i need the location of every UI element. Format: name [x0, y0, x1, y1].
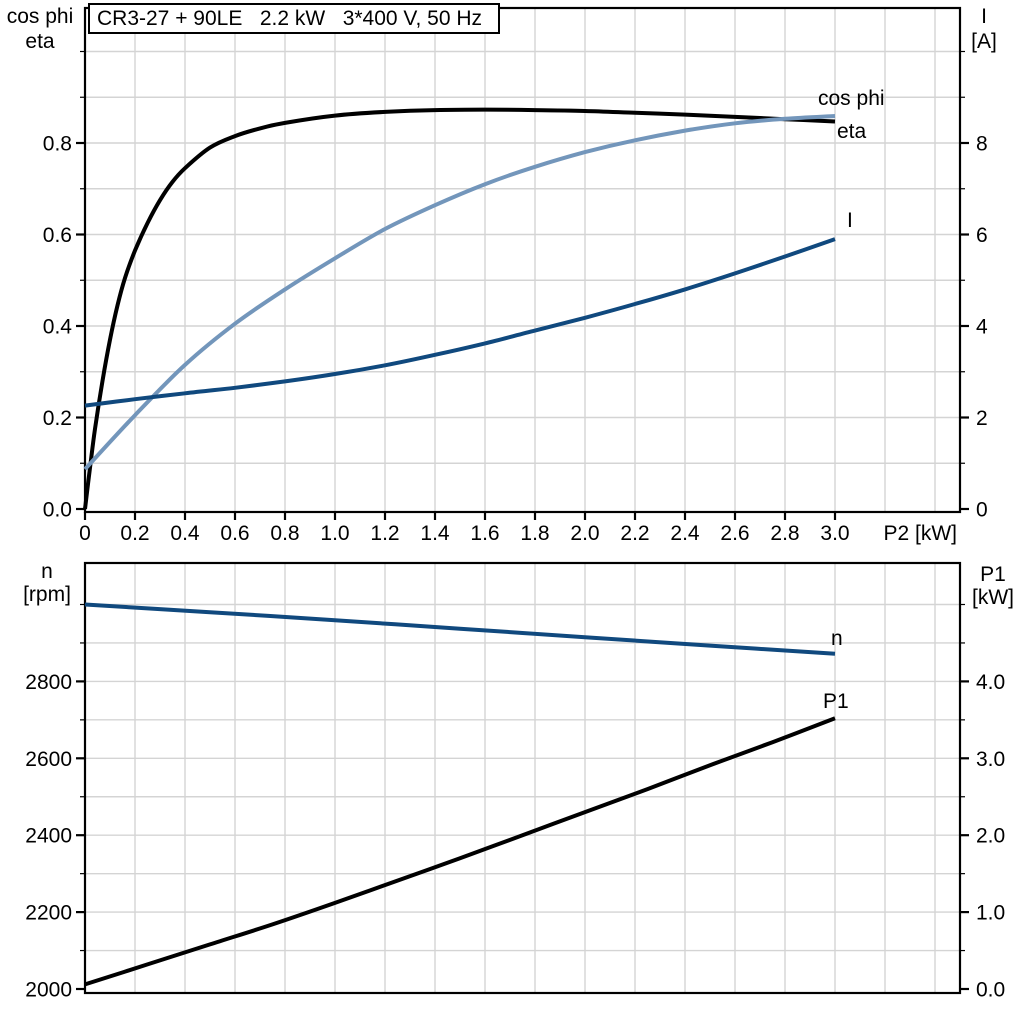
right-axis-tick-label: 4.0: [976, 671, 1005, 694]
plot-border: [83, 561, 962, 995]
bottom-left-axis-title-line2: [rpm]: [23, 583, 71, 606]
curve-n: [84, 602, 836, 656]
curve-eta: [83, 107, 836, 510]
left-axis-tick-label: 2600: [25, 748, 72, 771]
curve-label-speed: n: [831, 627, 843, 650]
left-axis-tick-label: 2400: [25, 825, 72, 848]
x-axis-tick-label: 1.0: [320, 522, 349, 545]
chart-title: CR3-27 + 90LE 2.2 kW 3*400 V, 50 Hz: [97, 6, 483, 30]
left-axis-tick-label: 0.4: [43, 316, 73, 339]
curve-P1: [84, 716, 836, 987]
x-axis-tick-label: 0.6: [220, 522, 249, 545]
x-axis-tick-label: 0: [79, 522, 91, 545]
bottom-right-axis-title-line1: P1: [980, 563, 1006, 586]
x-axis-tick-label: 1.8: [520, 522, 549, 545]
left-axis-tick-label: 0.6: [43, 224, 72, 247]
right-axis-tick-label: 0.0: [976, 979, 1005, 1002]
x-axis-tick-label: 3.0: [820, 522, 849, 545]
left-axis-tick-label: 0.2: [43, 407, 72, 430]
right-axis-tick-label: 0: [976, 499, 988, 522]
curve-label-current: I: [847, 209, 853, 232]
x-axis-tick-label: 2.2: [620, 522, 649, 545]
right-axis-tick-label: 8: [976, 133, 988, 156]
bottom-left-axis-title-line1: n: [41, 560, 53, 583]
plot-border: [83, 6, 962, 514]
top-chart-plot: 0.0 0.2 0.4 0.6 0.8 0 2 4 6 8 0 0.2 0.4 0.6 0.8 1.0 1.2 1…: [43, 6, 988, 545]
left-axis-tick-label: 2200: [25, 902, 72, 925]
top-right-axis-title-line1: I: [981, 5, 987, 28]
top-left-axis-title-line2: eta: [25, 30, 55, 53]
right-axis-tick-label: 4: [976, 316, 988, 339]
right-axis-tick-label: 2.0: [976, 825, 1005, 848]
x-axis-tick-label: 0.4: [170, 522, 200, 545]
x-axis-tick-label: 1.4: [420, 522, 450, 545]
top-left-axis-title-line1: cos phi: [7, 5, 74, 28]
x-axis-tick-label: 1.6: [470, 522, 499, 545]
curve-I: [84, 237, 836, 408]
x-axis-tick-label: 0.2: [120, 522, 149, 545]
top-right-axis-title-line2: [A]: [971, 30, 997, 53]
right-axis-tick-label: 2: [976, 407, 988, 430]
x-axis-unit-label: P2 [kW]: [883, 522, 957, 545]
x-axis-tick-label: 2.4: [670, 522, 700, 545]
left-axis-tick-label: 2800: [25, 671, 72, 694]
left-axis-tick-label: 0.0: [43, 499, 72, 522]
right-axis-tick-label: 1.0: [976, 902, 1005, 925]
bottom-right-axis-title-line2: [kW]: [972, 586, 1014, 609]
x-axis-tick-label: 2.0: [570, 522, 599, 545]
x-axis-tick-label: 1.2: [370, 522, 399, 545]
left-axis-tick-label: 2000: [25, 979, 72, 1002]
x-axis-tick-label: 2.8: [770, 522, 799, 545]
right-axis-tick-label: 6: [976, 224, 988, 247]
curve-label-eta: eta: [837, 120, 867, 143]
curve-cos_phi: [83, 114, 836, 471]
curve-label-cos-phi: cos phi: [818, 87, 885, 110]
left-axis-tick-label: 0.8: [43, 133, 72, 156]
curve-label-p1: P1: [823, 690, 849, 713]
x-axis-tick-label: 0.8: [270, 522, 299, 545]
x-axis-tick-label: 2.6: [720, 522, 749, 545]
right-axis-tick-label: 3.0: [976, 748, 1005, 771]
chart-title-box: CR3-27 + 90LE 2.2 kW 3*400 V, 50 Hz: [88, 3, 500, 34]
bottom-chart-plot: 2000 2200 2400 2600 2800 0.0 1.0 2.0 3.0 4.0: [25, 561, 1005, 1002]
